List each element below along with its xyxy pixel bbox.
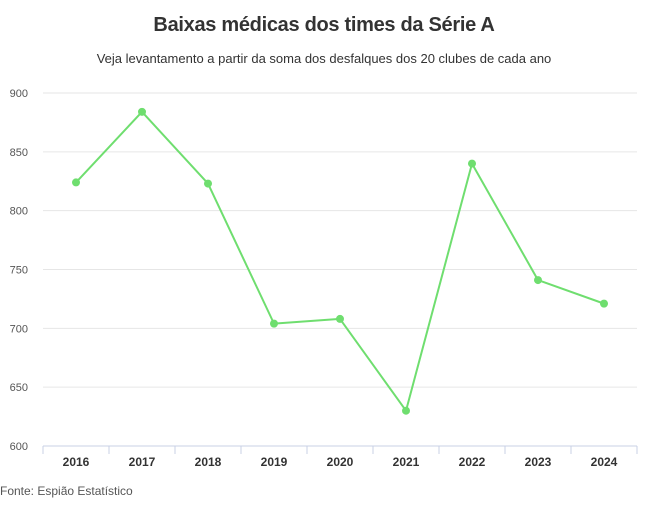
data-point	[600, 299, 608, 308]
x-tick-label: 2018	[195, 455, 222, 469]
chart-title: Baixas médicas dos times da Série A	[153, 14, 495, 36]
y-tick-label: 600	[10, 441, 28, 453]
x-tick-label: 2020	[327, 455, 354, 469]
data-point	[204, 179, 212, 188]
x-axis-labels: 2016 2017 2018 2019 2020 2021 2022 2023 2024	[63, 455, 618, 469]
data-point	[72, 178, 80, 187]
x-tick-label: 2019	[261, 455, 288, 469]
x-axis	[42, 445, 638, 454]
x-tick-label: 2023	[525, 455, 552, 469]
y-tick-label: 700	[10, 323, 28, 335]
series	[72, 107, 608, 415]
data-point	[138, 107, 146, 116]
data-point	[402, 406, 410, 415]
y-tick-label: 650	[10, 382, 28, 394]
y-tick-label: 750	[10, 265, 28, 277]
data-point	[468, 159, 476, 168]
x-tick-label: 2017	[129, 455, 156, 469]
source-note: Fonte: Espião Estatístico	[0, 484, 133, 498]
y-tick-label: 800	[10, 206, 28, 218]
x-tick-label: 2022	[459, 455, 486, 469]
data-point	[534, 276, 542, 285]
chart-subtitle: Veja levantamento a partir da soma dos d…	[96, 51, 552, 66]
series-line	[75, 110, 605, 412]
x-tick-label: 2016	[63, 455, 90, 469]
y-tick-label: 850	[10, 147, 28, 159]
y-axis-labels: 600 650 700 750 800 850 900	[10, 88, 28, 453]
x-tick-label: 2021	[393, 455, 420, 469]
gridlines	[43, 92, 637, 388]
x-tick-label: 2024	[591, 455, 618, 469]
data-point	[270, 319, 278, 328]
data-point	[336, 314, 344, 323]
y-tick-label: 900	[10, 88, 28, 100]
